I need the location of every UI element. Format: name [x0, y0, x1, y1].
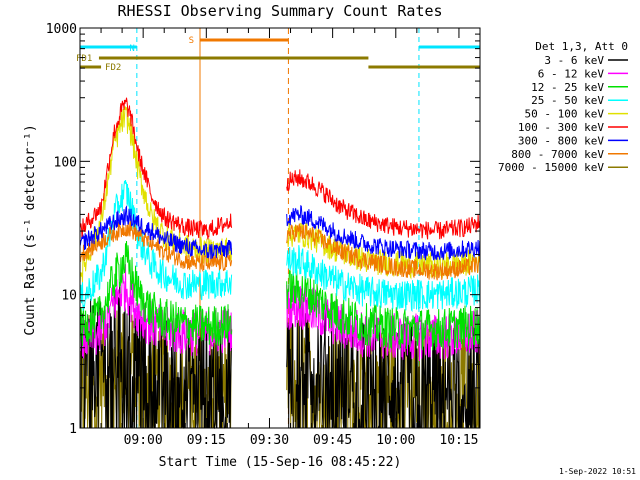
legend-title: Det 1,3, Att 0	[535, 40, 628, 53]
annotation-label: FD1	[76, 54, 92, 64]
series-group	[79, 97, 481, 429]
legend-label: 6 - 12 keV	[538, 67, 605, 80]
annotation-label: S	[189, 36, 194, 46]
series-line	[79, 205, 481, 261]
series-line	[79, 240, 481, 351]
legend-label: 800 - 7000 keV	[511, 148, 604, 161]
plot-frame	[79, 27, 481, 429]
series-line	[79, 220, 481, 281]
legend-label: 3 - 6 keV	[544, 54, 604, 67]
y-tick-label: 1	[69, 422, 77, 437]
legend-label: 25 - 50 keV	[531, 94, 604, 107]
series-line	[79, 97, 481, 240]
legend-label: 50 - 100 keV	[525, 108, 605, 121]
x-tick-label: 09:15	[187, 433, 226, 448]
y-tick-label: 1000	[46, 22, 77, 37]
series-line	[79, 179, 481, 313]
x-tick-label: 09:45	[313, 433, 352, 448]
legend-label: 100 - 300 keV	[518, 121, 604, 134]
axes: 09:00 09:15 09:30 09:45 10:00 10:15 1 10 100 1000	[46, 22, 481, 448]
x-tick-label: 09:30	[250, 433, 289, 448]
footer-timestamp: 1-Sep-2022 10:51	[559, 467, 636, 476]
legend-label: 12 - 25 keV	[531, 81, 604, 94]
legend-label: 300 - 800 keV	[518, 134, 604, 147]
legend-label: 7000 - 15000 keV	[498, 161, 604, 174]
x-tick-label: 10:15	[439, 433, 478, 448]
chart-title: RHESSI Observing Summary Count Rates	[117, 2, 442, 20]
x-axis-label: Start Time (15-Sep-16 08:45:22)	[159, 455, 402, 470]
y-tick-label: 100	[54, 155, 77, 170]
annotation-label: FD2	[105, 63, 121, 73]
annotation-bars: N S FD1 FD2	[76, 36, 480, 73]
x-tick-label: 10:00	[376, 433, 415, 448]
annotation-label: N	[129, 44, 134, 54]
y-axis-label: Count Rate (s⁻¹ detector⁻¹)	[23, 124, 38, 335]
y-tick-label: 10	[61, 289, 77, 304]
x-tick-label: 09:00	[124, 433, 163, 448]
